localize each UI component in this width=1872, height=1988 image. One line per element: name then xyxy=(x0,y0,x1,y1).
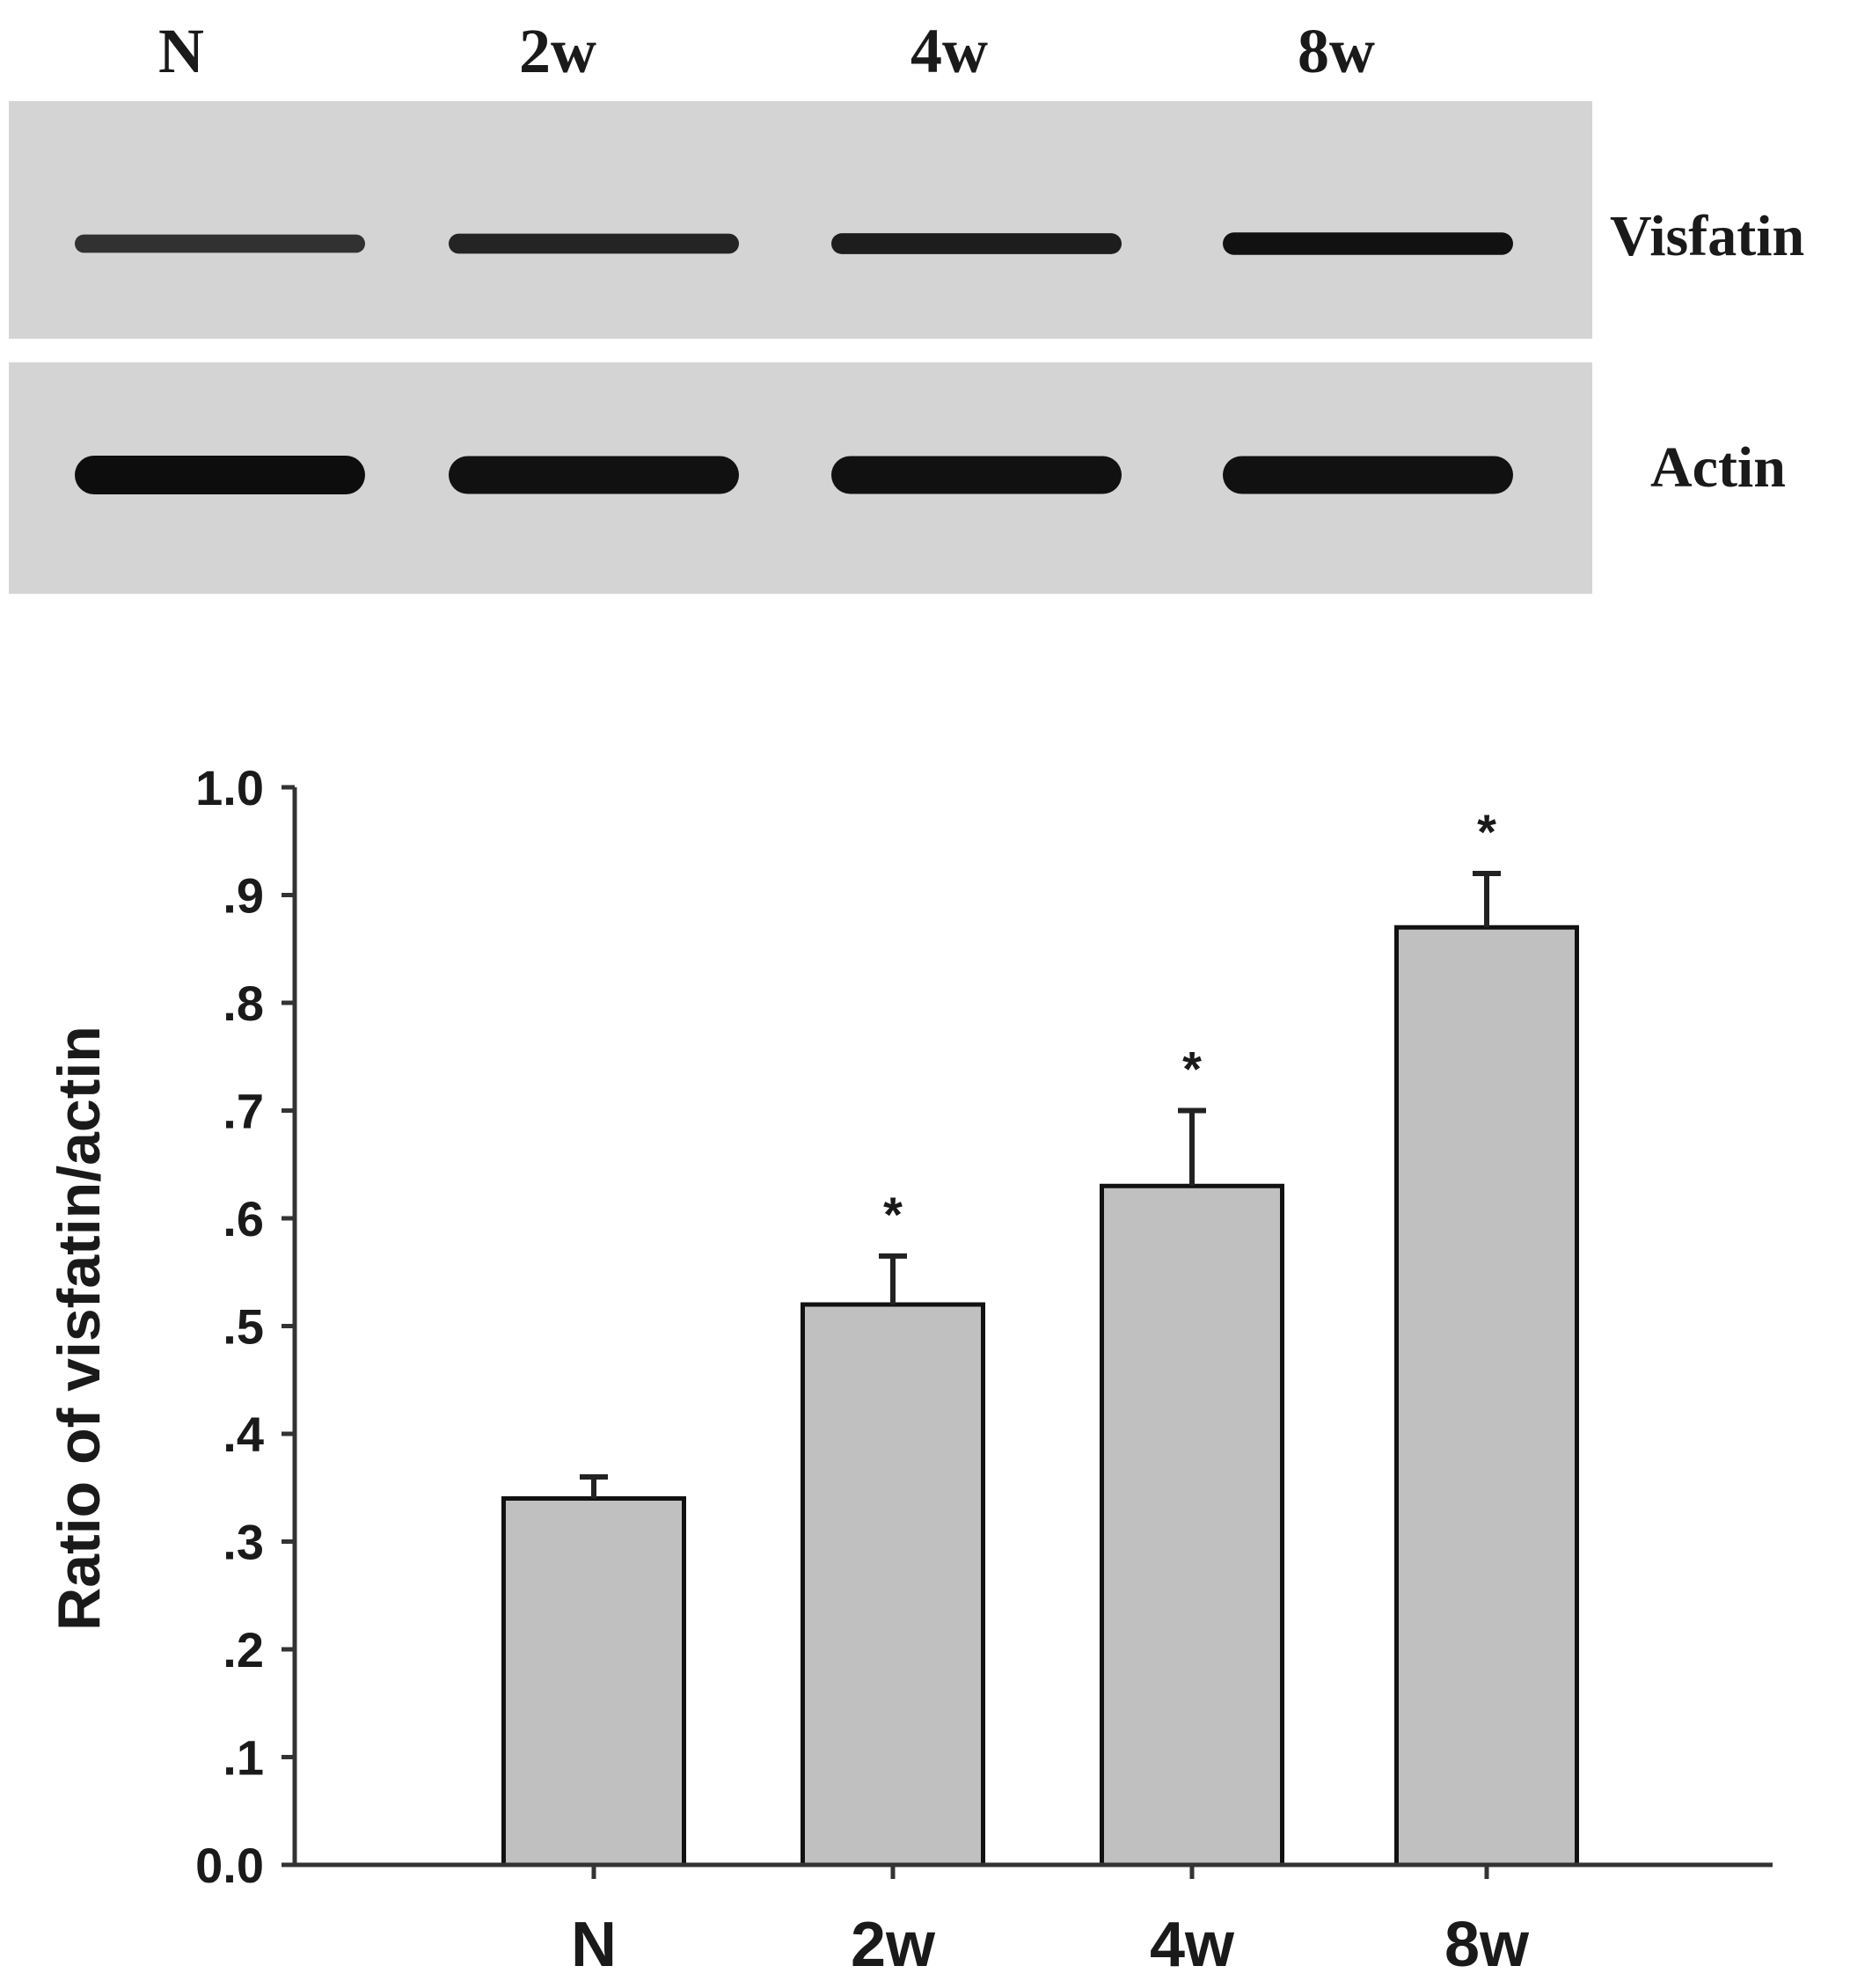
bar-n xyxy=(501,1496,686,1867)
western-blot: N 2w 4w 8w Visfatin Actin xyxy=(9,16,1804,594)
x-tick-label: 8w xyxy=(1444,1910,1530,1980)
row-label-actin: Actin xyxy=(1650,435,1786,500)
lane-label: 4w xyxy=(910,16,988,86)
y-tick-label: .2 xyxy=(223,1622,264,1677)
y-axis-label: Ratio of visfatin/actin xyxy=(46,1026,113,1631)
y-tick-label: .8 xyxy=(223,976,264,1031)
significance-marker: * xyxy=(1182,1042,1202,1097)
x-axis-ticks: N 2w 4w 8w xyxy=(571,1865,1530,1980)
y-tick-label: .3 xyxy=(223,1515,264,1570)
y-tick-label: 0.0 xyxy=(195,1838,264,1893)
lane-label: 8w xyxy=(1298,16,1375,86)
y-tick-label: .5 xyxy=(223,1299,264,1355)
band-visfatin xyxy=(75,234,365,253)
bars: * * * xyxy=(501,804,1579,1867)
lane-label: 2w xyxy=(519,16,596,86)
y-axis-ticks: 0.0 .1 .2 .3 .4 .5 .6 .7 .8 .9 1.0 xyxy=(195,760,295,1893)
y-tick-label: .9 xyxy=(223,868,264,924)
band-actin xyxy=(75,456,365,494)
y-tick-label: .1 xyxy=(223,1730,264,1786)
significance-marker: * xyxy=(883,1187,903,1242)
band-visfatin xyxy=(449,233,739,254)
bar-chart: 0.0 .1 .2 .3 .4 .5 .6 .7 .8 .9 1.0 * * * N 2w 4w 8w Rat… xyxy=(46,760,1773,1980)
bar-4w xyxy=(1100,1183,1284,1867)
band-actin xyxy=(449,456,739,494)
row-label-visfatin: Visfatin xyxy=(1610,204,1804,268)
x-tick-label: N xyxy=(571,1910,617,1980)
bands xyxy=(75,232,1513,494)
lane-label: N xyxy=(158,16,204,86)
y-tick-label: .4 xyxy=(223,1407,264,1462)
bar-8w xyxy=(1394,925,1579,1867)
band-visfatin xyxy=(1223,232,1513,255)
band-actin xyxy=(1223,456,1513,494)
band-actin xyxy=(831,456,1122,494)
visfatin-membrane xyxy=(9,101,1592,339)
lane-labels: N 2w 4w 8w xyxy=(158,16,1375,86)
band-visfatin xyxy=(831,233,1122,254)
significance-marker: * xyxy=(1477,804,1496,859)
x-tick-label: 4w xyxy=(1150,1910,1235,1980)
y-tick-label: .6 xyxy=(223,1191,264,1246)
y-tick-label: 1.0 xyxy=(195,760,264,815)
x-tick-label: 2w xyxy=(851,1910,936,1980)
y-tick-label: .7 xyxy=(223,1084,264,1139)
bar-2w xyxy=(801,1302,985,1867)
